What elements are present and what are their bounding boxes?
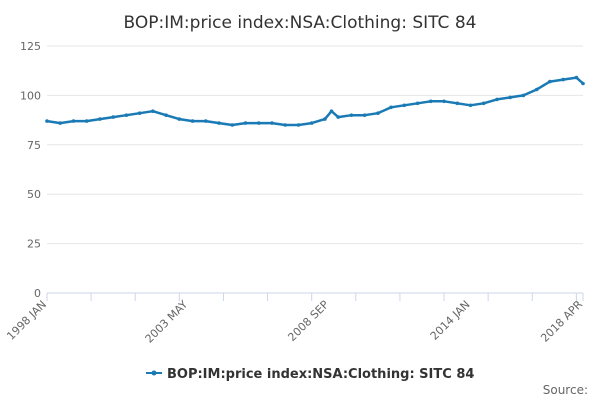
y-tick-label: 25	[27, 238, 41, 251]
data-point[interactable]	[468, 103, 473, 108]
data-point[interactable]	[111, 115, 115, 119]
series-line[interactable]	[46, 76, 584, 127]
y-axis: 0 25 50 75 100 125	[20, 40, 41, 300]
data-point[interactable]	[415, 101, 420, 106]
data-point[interactable]	[58, 121, 62, 125]
data-point[interactable]	[581, 81, 585, 86]
data-point[interactable]	[508, 95, 512, 100]
data-point[interactable]	[98, 117, 102, 121]
data-point[interactable]	[243, 121, 248, 125]
x-tick-label: 2018 APR	[538, 298, 585, 345]
x-tick-label: 2008 SEP	[285, 298, 331, 344]
data-point[interactable]	[270, 121, 274, 125]
data-point[interactable]	[521, 93, 526, 98]
data-point[interactable]	[84, 119, 89, 123]
data-point[interactable]	[257, 121, 261, 125]
y-tick-label: 125	[20, 40, 41, 53]
data-point[interactable]	[217, 121, 221, 125]
y-tick-label: 75	[27, 139, 41, 152]
x-tick-label: 1998 JAN	[4, 298, 49, 343]
data-point[interactable]	[389, 105, 393, 110]
data-point[interactable]	[323, 117, 327, 121]
data-point[interactable]	[561, 77, 565, 82]
data-point[interactable]	[548, 79, 552, 84]
data-point[interactable]	[376, 111, 380, 115]
data-point[interactable]	[230, 123, 235, 127]
legend[interactable]: BOP:IM:price index:NSA:Clothing: SITC 84	[146, 367, 474, 382]
data-point[interactable]	[481, 101, 486, 106]
data-point[interactable]	[362, 113, 367, 117]
data-point[interactable]	[283, 123, 288, 127]
data-point[interactable]	[151, 109, 155, 113]
grid-lines	[47, 45, 583, 294]
data-point[interactable]	[574, 75, 579, 80]
data-point[interactable]	[329, 109, 334, 113]
data-point[interactable]	[296, 123, 301, 127]
data-point[interactable]	[495, 97, 499, 102]
data-point[interactable]	[164, 113, 168, 117]
data-point[interactable]	[336, 115, 341, 119]
data-point[interactable]	[71, 119, 76, 123]
x-tick-label: 2003 MAY	[143, 298, 191, 346]
data-point[interactable]	[45, 119, 49, 123]
data-point[interactable]	[534, 87, 539, 92]
legend-label: BOP:IM:price index:NSA:Clothing: SITC 84	[167, 367, 474, 382]
data-point[interactable]	[402, 103, 407, 108]
credits-text[interactable]: Source:	[543, 383, 588, 397]
data-point[interactable]	[442, 99, 446, 104]
y-tick-label: 0	[34, 287, 41, 300]
data-point[interactable]	[349, 113, 354, 117]
data-point[interactable]	[455, 101, 460, 106]
data-point[interactable]	[137, 111, 142, 115]
data-point[interactable]	[124, 113, 129, 117]
data-point[interactable]	[177, 117, 182, 121]
legend-marker	[151, 370, 157, 376]
data-point[interactable]	[204, 119, 208, 123]
chart-title: BOP:IM:price index:NSA:Clothing: SITC 84	[124, 13, 477, 33]
x-tick-label: 2014 JAN	[428, 298, 473, 343]
y-tick-label: 100	[20, 89, 41, 102]
x-axis: 1998 JAN 2003 MAY 2008 SEP 2014 JAN 2018 APR	[4, 292, 585, 346]
data-point[interactable]	[309, 121, 314, 125]
data-point[interactable]	[429, 99, 433, 104]
y-tick-label: 50	[27, 188, 41, 201]
series-group	[45, 75, 585, 127]
data-point[interactable]	[190, 119, 195, 123]
